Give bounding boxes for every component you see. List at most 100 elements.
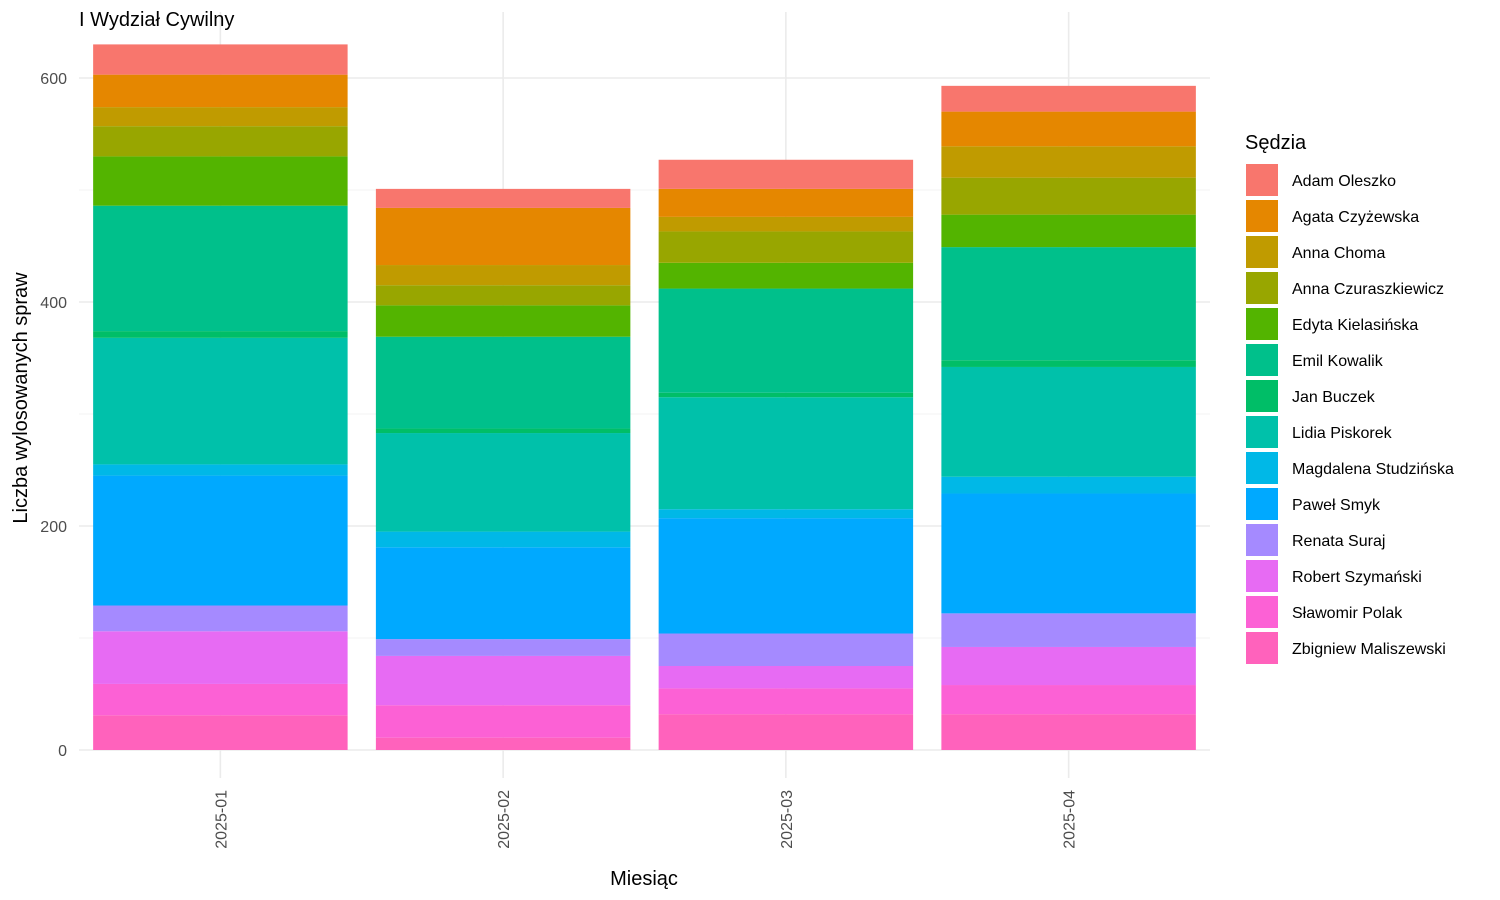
bar-segment [375, 336, 631, 429]
legend-swatch [1246, 380, 1278, 412]
legend-swatch [1246, 308, 1278, 340]
bar-segment [941, 366, 1196, 477]
bar-segment [375, 305, 631, 337]
bar-segment [658, 231, 914, 263]
bar-segment [658, 633, 914, 666]
y-tick-label: 400 [40, 295, 67, 312]
bar-segment [658, 397, 914, 510]
bar-segment [658, 666, 914, 689]
x-axis-ticks: 2025-01 2025-02 2025-03 2025-04 [213, 790, 1078, 849]
legend-swatch [1246, 164, 1278, 196]
legend-swatch [1246, 632, 1278, 664]
legend-label: Anna Czuraszkiewicz [1292, 281, 1444, 298]
bar-segment [941, 247, 1196, 361]
legend-swatch [1246, 416, 1278, 448]
bar-segment [941, 476, 1196, 494]
bar-segment [941, 646, 1196, 686]
bar-segment [375, 639, 631, 656]
x-tick-label: 2025-02 [496, 790, 513, 849]
legend-label: Agata Czyżewska [1292, 209, 1419, 226]
bar-segment [93, 156, 348, 206]
bar-segment [658, 188, 914, 217]
bar-segment [941, 146, 1196, 178]
bar-segment [93, 683, 348, 716]
legend-swatch [1246, 236, 1278, 268]
legend: Adam Oleszko Agata Czyżewska Anna Choma Ann… [1246, 164, 1454, 664]
legend-label: Emil Kowalik [1292, 353, 1384, 370]
bar-segment [941, 493, 1196, 614]
bar-segment [93, 631, 348, 684]
y-axis-ticks: 0 200 400 600 [40, 71, 67, 760]
legend-swatch [1246, 344, 1278, 376]
bar-segment [93, 205, 348, 332]
bar-segment [941, 360, 1196, 367]
legend-label: Paweł Smyk [1292, 497, 1381, 514]
bar-segment [93, 464, 348, 476]
bar-segment [375, 737, 631, 750]
bar-segment [941, 85, 1196, 112]
bar-segment [941, 177, 1196, 215]
bar-segment [941, 214, 1196, 248]
bar-segment [93, 74, 348, 108]
legend-label: Renata Suraj [1292, 533, 1385, 550]
bar-segment [375, 705, 631, 738]
legend-label: Robert Szymański [1292, 569, 1422, 586]
bars [93, 44, 1196, 750]
bar-segment [941, 714, 1196, 750]
x-tick-label: 2025-01 [213, 790, 230, 849]
bar-segment [375, 207, 631, 266]
bar-segment [375, 547, 631, 640]
legend-label: Edyta Kielasińska [1292, 317, 1418, 334]
bar-segment [658, 714, 914, 750]
bar-segment [93, 126, 348, 157]
bar-segment [375, 655, 631, 706]
bar-segment [941, 111, 1196, 147]
legend-label: Sławomir Polak [1292, 605, 1403, 622]
y-tick-label: 600 [40, 71, 67, 88]
bar-segment [941, 613, 1196, 647]
x-axis-title: Miesiąc [610, 868, 678, 890]
bar-segment [658, 509, 914, 519]
bar-segment [93, 331, 348, 338]
legend-label: Zbigniew Maliszewski [1292, 641, 1446, 658]
y-axis-title: Liczba wylosowanych spraw [10, 272, 32, 524]
legend-swatch [1246, 596, 1278, 628]
legend-swatch [1246, 272, 1278, 304]
y-tick-label: 0 [58, 743, 67, 760]
bar-segment [658, 288, 914, 393]
legend-swatch [1246, 488, 1278, 520]
legend-label: Jan Buczek [1292, 389, 1376, 406]
legend-swatch [1246, 452, 1278, 484]
bar-segment [93, 337, 348, 465]
bar-segment [375, 265, 631, 286]
bar-segment [93, 715, 348, 750]
bar-segment [93, 605, 348, 632]
bar-segment [658, 216, 914, 232]
x-tick-label: 2025-03 [779, 790, 796, 849]
legend-label: Lidia Piskorek [1292, 425, 1393, 442]
legend-title: Sędzia [1245, 132, 1307, 154]
bar-segment [93, 475, 348, 606]
bar-segment [375, 428, 631, 434]
x-tick-label: 2025-04 [1062, 790, 1079, 849]
bar-segment [93, 44, 348, 75]
y-tick-label: 200 [40, 519, 67, 536]
legend-label: Magdalena Studzińska [1292, 461, 1454, 478]
bar-segment [658, 688, 914, 715]
bar-segment [658, 159, 914, 189]
bar-segment [658, 392, 914, 398]
legend-swatch [1246, 524, 1278, 556]
legend-swatch [1246, 200, 1278, 232]
bar-segment [375, 433, 631, 532]
bar-segment [93, 107, 348, 127]
legend-label: Adam Oleszko [1292, 173, 1396, 190]
bar-segment [941, 685, 1196, 715]
bar-segment [658, 262, 914, 289]
bar-segment [375, 188, 631, 208]
bar-segment [658, 518, 914, 634]
bar-segment [375, 285, 631, 306]
chart-title: I Wydział Cywilny [79, 9, 234, 31]
legend-label: Anna Choma [1292, 245, 1385, 262]
legend-swatch [1246, 560, 1278, 592]
